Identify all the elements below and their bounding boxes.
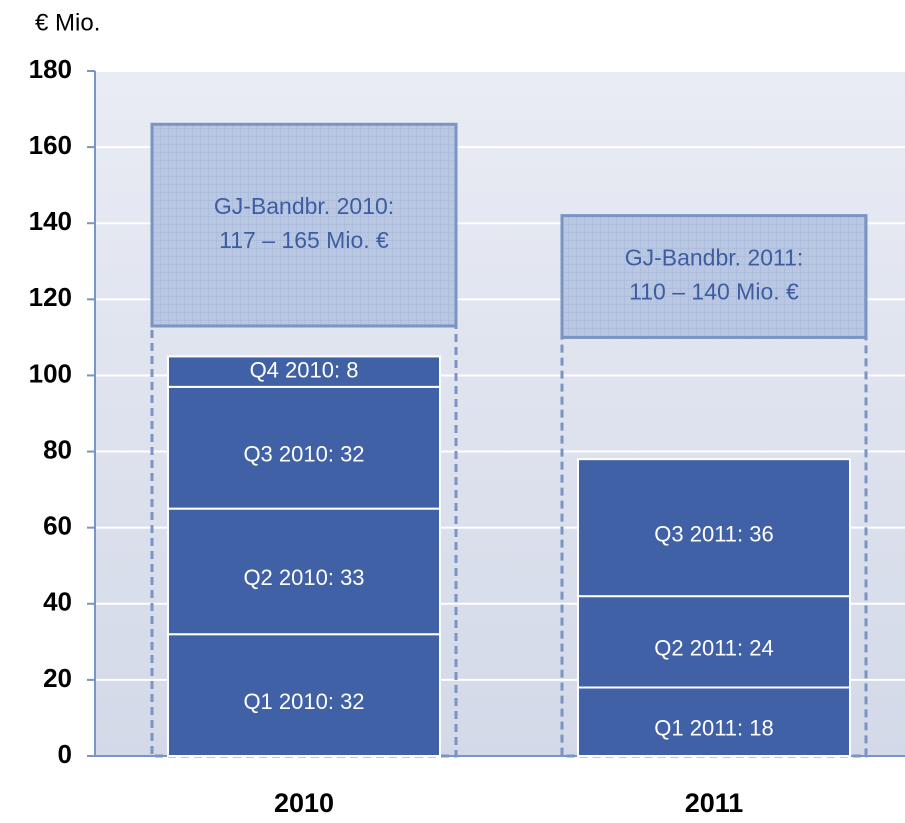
range-label: GJ-Bandbr. 2010: bbox=[214, 193, 394, 219]
data-label: Q4 2010: 8 bbox=[250, 357, 359, 382]
y-tick-label: 180 bbox=[29, 54, 72, 84]
y-tick-label: 80 bbox=[43, 434, 72, 464]
bar-segment bbox=[167, 385, 441, 510]
bar-segment bbox=[167, 355, 441, 388]
bar-segment bbox=[577, 595, 851, 689]
y-tick-label: 40 bbox=[43, 587, 72, 617]
range-box bbox=[560, 214, 868, 339]
data-label: Q3 2010: 32 bbox=[243, 442, 364, 467]
data-label: Q3 2011: 36 bbox=[654, 521, 773, 546]
y-tick-label: 60 bbox=[43, 511, 72, 541]
range-label: 117 – 165 Mio. € bbox=[219, 227, 389, 253]
range-label: GJ-Bandbr. 2011: bbox=[625, 245, 804, 271]
bar-segment bbox=[577, 458, 851, 598]
bar-segment bbox=[167, 507, 441, 636]
y-tick-label: 120 bbox=[29, 282, 72, 312]
unit-label: € Mio. bbox=[35, 9, 100, 36]
x-tick-label: 2010 bbox=[274, 788, 334, 818]
x-tick-label: 2011 bbox=[685, 788, 744, 818]
bar-segment bbox=[167, 633, 441, 758]
data-label: Q2 2011: 24 bbox=[654, 636, 773, 661]
y-tick-label: 20 bbox=[43, 663, 72, 693]
data-label: Q2 2010: 33 bbox=[243, 565, 364, 590]
data-label: Q1 2010: 32 bbox=[243, 689, 364, 714]
data-label: Q1 2011: 18 bbox=[654, 716, 773, 741]
y-tick-label: 160 bbox=[29, 130, 72, 160]
y-tick-label: 100 bbox=[29, 358, 72, 388]
range-box bbox=[150, 122, 458, 328]
range-label: 110 – 140 Mio. € bbox=[629, 279, 799, 305]
y-tick-label: 0 bbox=[58, 739, 72, 769]
y-tick-label: 140 bbox=[29, 206, 72, 236]
